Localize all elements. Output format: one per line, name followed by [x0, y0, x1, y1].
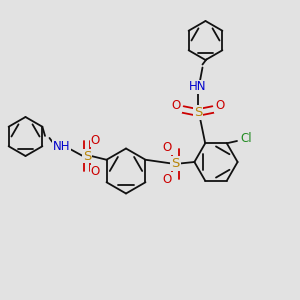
Text: O: O	[172, 99, 181, 112]
Text: NH: NH	[53, 140, 70, 154]
Text: S: S	[194, 106, 202, 119]
Text: O: O	[91, 134, 100, 147]
Text: HN: HN	[189, 80, 207, 94]
Text: Cl: Cl	[240, 131, 252, 145]
Text: O: O	[91, 165, 100, 178]
Text: O: O	[163, 141, 172, 154]
Text: O: O	[163, 173, 172, 186]
Text: S: S	[171, 157, 180, 170]
Text: O: O	[215, 99, 224, 112]
Text: S: S	[83, 149, 91, 163]
